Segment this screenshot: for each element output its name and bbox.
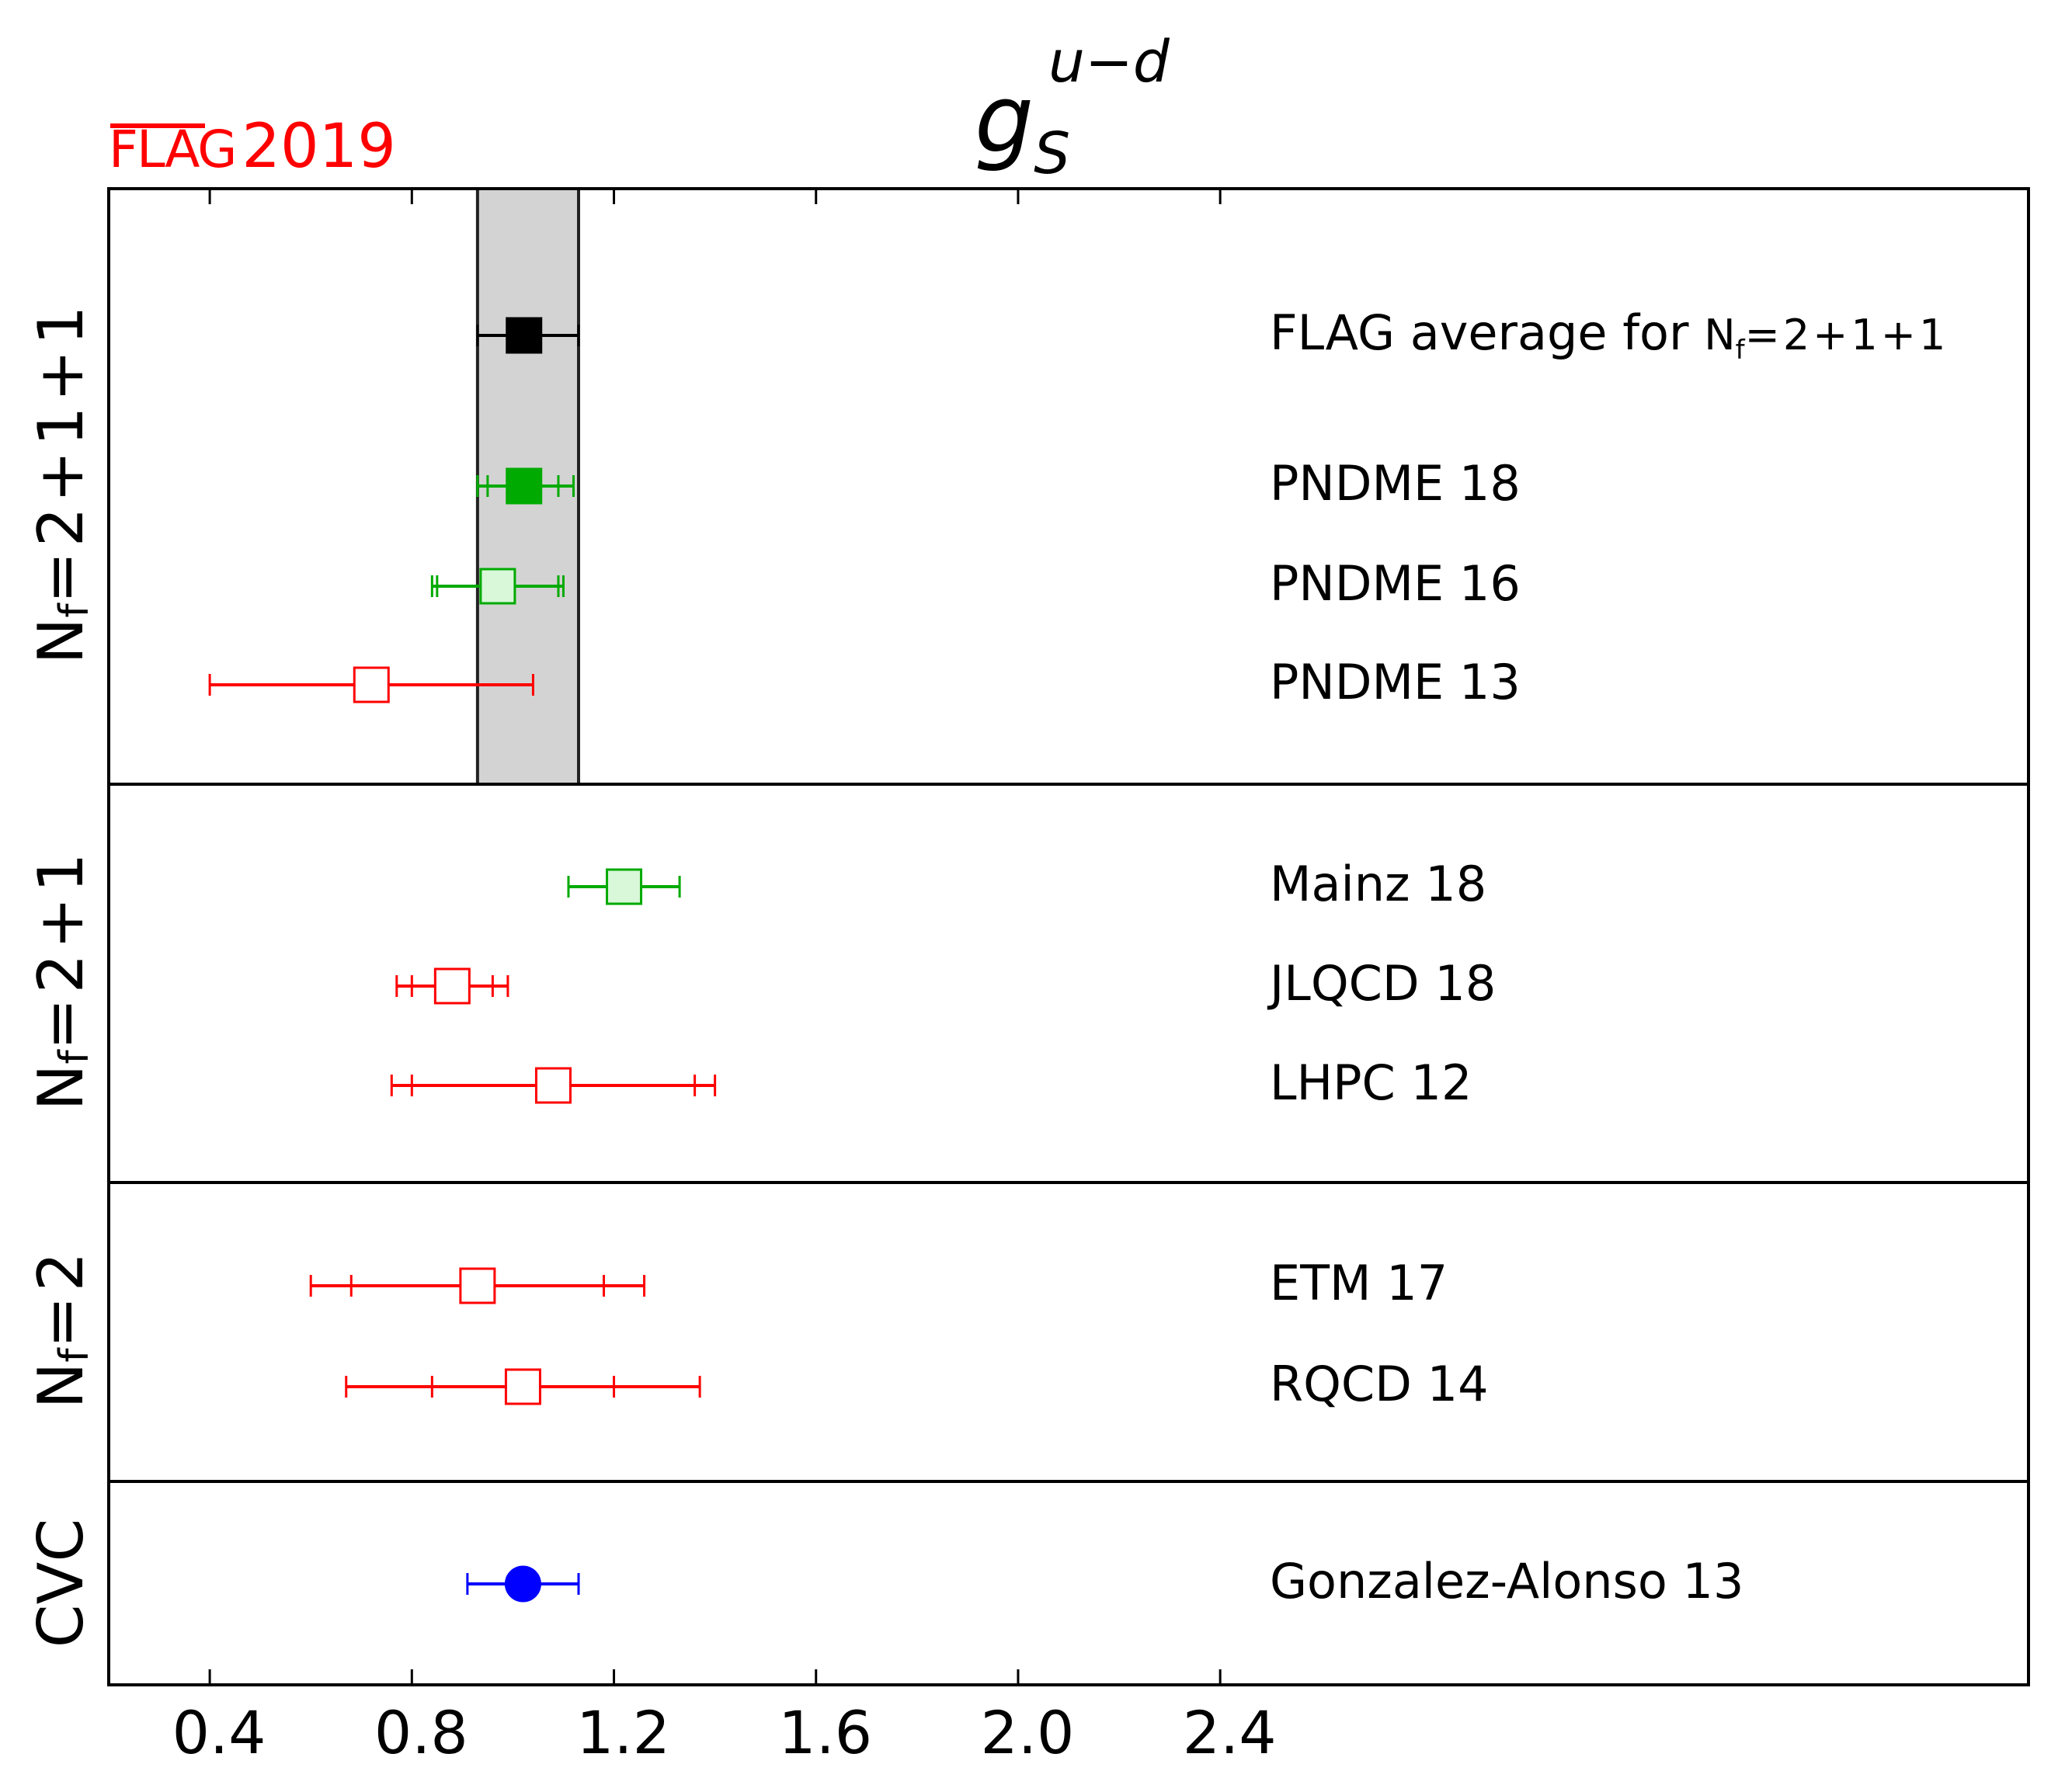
point-label-math: N [1704,311,1735,359]
group-label-subscript: f [51,603,98,618]
point-label-rest: =2+1+1 [1745,311,1949,359]
point-label: PNDME 18 [1270,455,1521,512]
x-axis: 0.4 0.8 1.2 1.6 2.0 2.4 [172,189,1277,1767]
point-label: LHPC 12 [1270,1054,1472,1111]
chart-title: gSu−d [975,29,1170,187]
point-label-name: PNDME 16 [1270,555,1521,612]
flag-logo-year: 2019 [242,112,396,182]
point-marker-square [479,568,516,605]
point-label-name: FLAG average for [1270,304,1704,361]
flag-logo-label: FLAG [109,120,235,179]
plot-border [107,187,2030,1686]
point-label-name: RQCD 14 [1270,1356,1489,1412]
point-marker-square [353,666,390,703]
data-point: ETM 17 [309,1255,1448,1311]
group-label: Nf=2+1 [25,848,99,1110]
data-point: FLAG average for Nf=2+1+1 [476,304,1949,366]
point-label: RQCD 14 [1270,1356,1489,1412]
point-label-name: JLQCD 18 [1267,955,1496,1012]
data-point: LHPC 12 [390,1054,1472,1111]
x-tick-label: 0.8 [374,1698,468,1767]
data-point: PNDME 18 [476,455,1521,512]
data-point: JLQCD 18 [395,955,1496,1012]
group-label: Nf=2 [25,1247,99,1408]
group-label-main: CVC [25,1519,97,1648]
point-label-name: ETM 17 [1270,1255,1448,1311]
data-point: Gonzalez-Alonso 13 [466,1553,1743,1610]
flag-logo-text: FLAG 2019 [109,112,396,182]
point-marker-square [506,317,543,354]
point-marker-square [459,1267,496,1304]
x-tick-label: 0.4 [172,1698,266,1767]
x-tick-label: 2.4 [1183,1698,1277,1767]
point-marker-square [504,1368,541,1405]
group-label-rest: =2 [25,1247,97,1348]
point-label: ETM 17 [1270,1255,1448,1311]
group-label-subscript: f [51,1347,98,1363]
title-base: g [975,66,1034,174]
x-tick-label: 2.0 [981,1698,1075,1767]
point-label-name: PNDME 18 [1270,455,1521,512]
point-label: PNDME 16 [1270,555,1521,612]
title-subscript: S [1034,120,1070,187]
group-label-subscript: f [51,1049,98,1064]
group-label-main: N [25,1363,97,1409]
data-point: PNDME 16 [430,555,1521,612]
point-label-name: PNDME 13 [1270,654,1521,710]
point-label-subscript: f [1736,335,1746,366]
x-tick-label: 1.6 [778,1698,872,1767]
point-label: PNDME 13 [1270,654,1521,710]
plot-frame [107,187,2030,1686]
point-label: FLAG average for Nf=2+1+1 [1270,304,1949,366]
data-point: RQCD 14 [345,1356,1489,1412]
point-label-name: Mainz 18 [1270,856,1486,912]
flag-logo: FLAG 2019 [109,112,396,182]
title-text: gS [975,66,1070,187]
point-label-name: Gonzalez-Alonso 13 [1270,1553,1743,1610]
title-superscript: u−d [1048,29,1170,96]
data-points: FLAG average for Nf=2+1+1 PNDME 18 PNDME 1… [208,304,1949,1610]
point-marker-square [534,1067,572,1104]
data-point: Mainz 18 [567,856,1486,912]
point-marker-circle [504,1565,541,1603]
group-label-rest: =2+1+1 [25,301,97,604]
point-label: JLQCD 18 [1267,955,1496,1012]
point-label: Gonzalez-Alonso 13 [1270,1553,1743,1610]
point-marker-square [433,967,471,1005]
point-marker-square [506,467,543,505]
data-point: PNDME 13 [208,654,1521,710]
group-label-main: N [25,1064,97,1111]
group-label-rest: =2+1 [25,848,97,1050]
group-label-main: N [25,618,97,665]
point-label: Mainz 18 [1270,856,1486,912]
group-label: Nf=2+1+1 [25,301,99,665]
x-tick-label: 1.2 [576,1698,670,1767]
point-label-name: LHPC 12 [1270,1054,1472,1111]
point-marker-square [606,868,643,905]
group-label: CVC [25,1519,97,1648]
